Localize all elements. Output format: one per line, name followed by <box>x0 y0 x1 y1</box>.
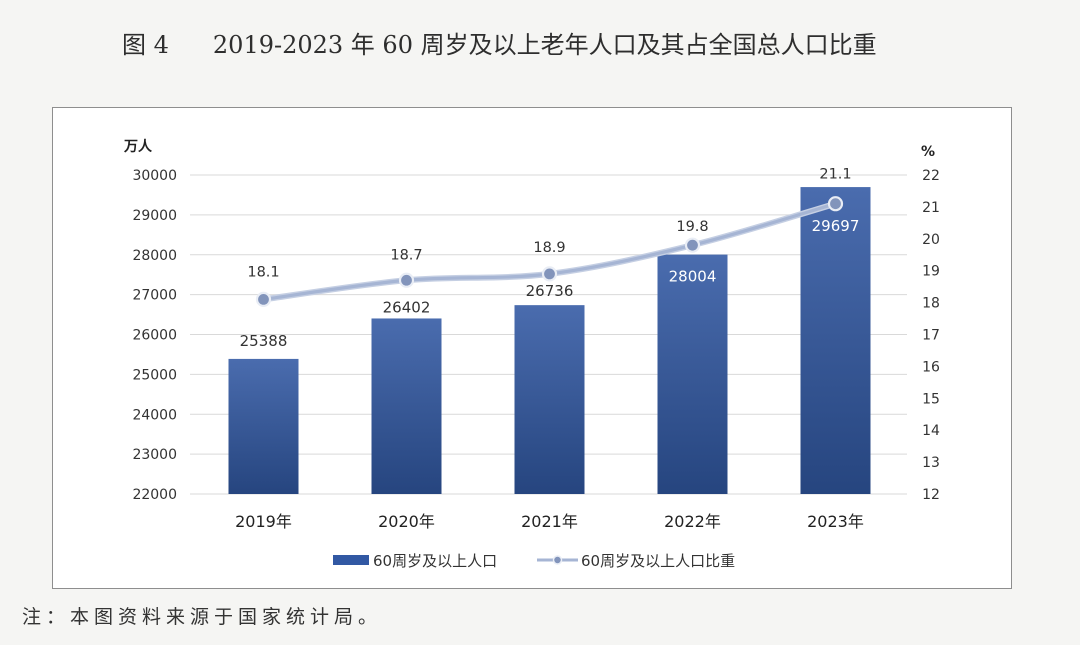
source-footnote: 注：本图资料来源于国家统计局。 <box>22 606 383 628</box>
right-axis-title: % <box>921 144 935 160</box>
population-bar <box>371 318 442 494</box>
right-tick-label: 12 <box>922 487 940 503</box>
population-value-label: 26402 <box>383 298 431 316</box>
x-category-label: 2019年 <box>235 512 292 531</box>
share-marker <box>827 196 844 212</box>
share-marker <box>541 266 558 282</box>
share-value-label: 18.9 <box>533 240 565 256</box>
population-bar <box>228 358 299 494</box>
legend-bar-swatch <box>333 555 369 565</box>
left-tick-label: 25000 <box>132 367 177 383</box>
right-tick-label: 22 <box>922 168 940 184</box>
left-tick-label: 29000 <box>132 208 177 224</box>
population-value-label: 29697 <box>812 217 860 235</box>
legend-line-label: 60周岁及以上人口比重 <box>581 552 735 570</box>
left-tick-label: 26000 <box>132 328 177 344</box>
figure-number: 图 4 <box>122 31 169 59</box>
left-tick-label: 22000 <box>132 487 177 503</box>
share-value-label: 18.1 <box>247 264 279 280</box>
chart-title: 2019-2023 年 60 周岁及以上老年人口及其占全国总人口比重 <box>212 31 877 59</box>
right-tick-label: 14 <box>922 423 940 439</box>
legend-line-marker <box>552 555 563 565</box>
figure-title: 图 4 2019-2023 年 60 周岁及以上老年人口及其占全国总人口比重 <box>122 29 877 61</box>
population-value-label: 28004 <box>669 268 717 286</box>
share-marker <box>398 272 415 288</box>
share-marker <box>684 237 701 253</box>
right-tick-label: 18 <box>922 296 940 312</box>
population-value-label: 25388 <box>240 332 288 350</box>
share-value-label: 21.1 <box>819 167 851 183</box>
right-tick-label: 21 <box>922 200 940 216</box>
left-tick-label: 30000 <box>132 168 177 184</box>
population-value-label: 26736 <box>526 282 574 300</box>
share-value-label: 19.8 <box>676 219 708 235</box>
left-axis-title: 万人 <box>123 138 153 155</box>
share-marker <box>255 291 272 308</box>
right-tick-label: 16 <box>922 359 940 375</box>
right-tick-label: 13 <box>922 455 940 471</box>
x-category-label: 2021年 <box>521 512 578 531</box>
population-bar <box>657 254 728 494</box>
population-bar <box>800 187 871 494</box>
share-value-label: 18.7 <box>390 247 422 263</box>
x-category-label: 2023年 <box>807 512 864 531</box>
legend-bar-label: 60周岁及以上人口 <box>373 552 497 570</box>
x-category-label: 2020年 <box>378 512 435 531</box>
left-tick-label: 28000 <box>132 248 177 264</box>
right-tick-label: 19 <box>922 264 940 280</box>
right-tick-label: 17 <box>922 328 940 344</box>
left-tick-label: 24000 <box>132 407 177 423</box>
population-bar <box>514 305 585 494</box>
x-category-label: 2022年 <box>664 512 721 531</box>
left-tick-label: 23000 <box>132 447 177 463</box>
right-tick-label: 20 <box>922 232 940 248</box>
left-tick-label: 27000 <box>132 288 177 304</box>
right-tick-label: 15 <box>922 391 940 407</box>
